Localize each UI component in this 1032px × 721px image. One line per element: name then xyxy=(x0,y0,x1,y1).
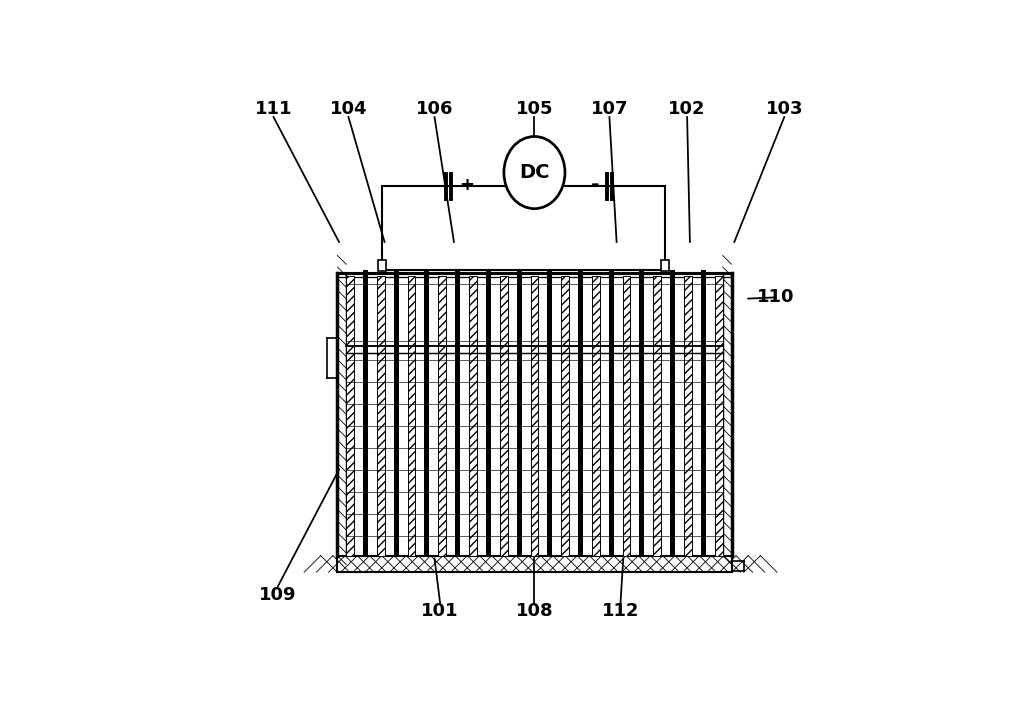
Bar xyxy=(640,270,644,556)
Bar xyxy=(684,276,691,556)
Bar xyxy=(424,270,429,556)
Text: DC: DC xyxy=(519,163,550,182)
Bar xyxy=(470,276,477,556)
Text: 109: 109 xyxy=(259,585,297,603)
Bar xyxy=(715,276,722,556)
Text: 102: 102 xyxy=(669,99,706,118)
Bar xyxy=(408,276,416,556)
Ellipse shape xyxy=(504,136,565,208)
Text: -: - xyxy=(591,175,600,195)
Text: +: + xyxy=(458,177,474,195)
Text: 106: 106 xyxy=(416,99,453,118)
Bar xyxy=(499,276,508,556)
Bar xyxy=(486,270,491,556)
Bar xyxy=(455,270,460,556)
Bar xyxy=(653,276,662,556)
Text: 105: 105 xyxy=(516,99,553,118)
Bar xyxy=(394,270,398,556)
Text: 104: 104 xyxy=(329,99,367,118)
Text: 111: 111 xyxy=(255,99,292,118)
Bar xyxy=(530,276,539,556)
Text: 107: 107 xyxy=(590,99,628,118)
Text: 108: 108 xyxy=(516,602,553,620)
Bar xyxy=(622,276,631,556)
Bar xyxy=(439,276,446,556)
Text: 103: 103 xyxy=(766,99,803,118)
Text: 101: 101 xyxy=(421,602,459,620)
Bar xyxy=(517,270,521,556)
Bar xyxy=(377,276,385,556)
Bar xyxy=(378,260,386,271)
Bar xyxy=(561,276,569,556)
Bar xyxy=(578,270,583,556)
Bar xyxy=(670,270,675,556)
Bar xyxy=(609,270,614,556)
Bar xyxy=(662,260,669,271)
Bar xyxy=(547,270,552,556)
Text: 110: 110 xyxy=(757,288,795,306)
Text: 112: 112 xyxy=(602,602,639,620)
Bar xyxy=(363,270,368,556)
Bar xyxy=(592,276,600,556)
Bar xyxy=(701,270,706,556)
Bar xyxy=(347,276,354,556)
